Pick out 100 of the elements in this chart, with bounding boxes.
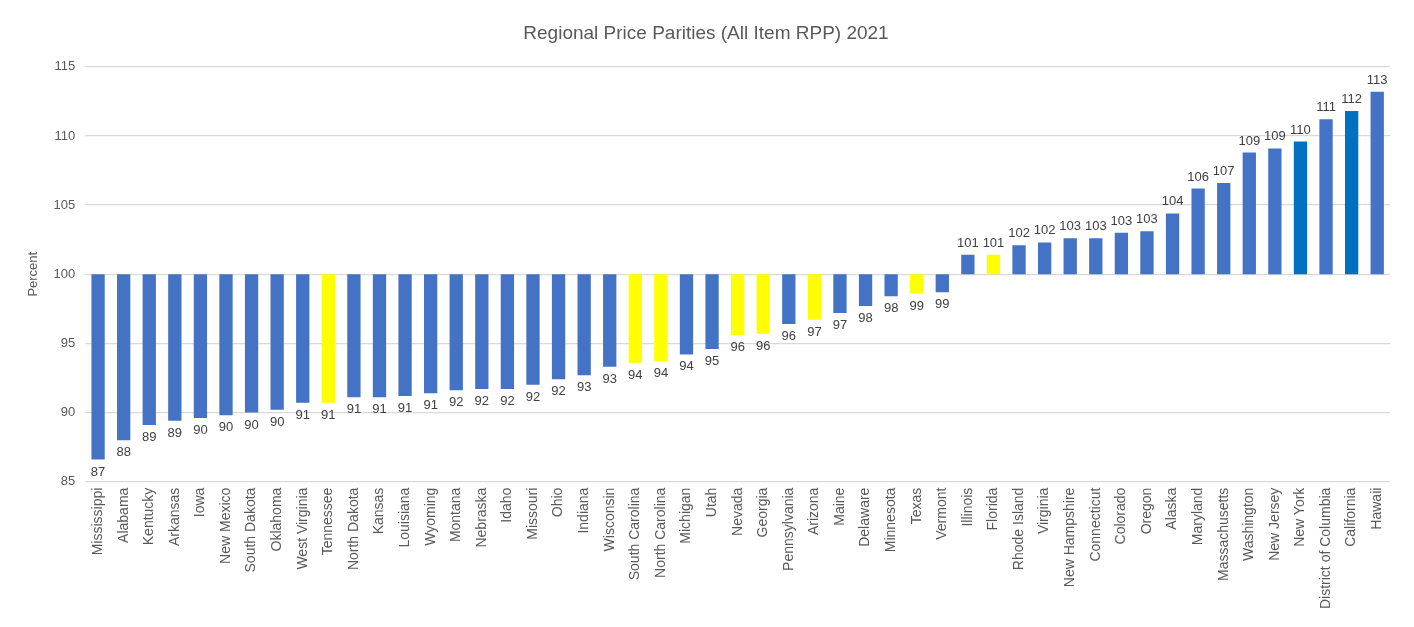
data-label: 103	[1084, 218, 1107, 234]
data-label: 88	[116, 444, 131, 460]
bar	[1217, 182, 1231, 275]
data-label: 92	[500, 393, 515, 409]
data-label: 91	[321, 406, 336, 422]
data-label: 99	[935, 296, 950, 312]
data-label: 90	[193, 422, 208, 438]
bar	[833, 274, 847, 313]
bar	[1191, 188, 1205, 275]
x-tick-label: Montana	[447, 487, 464, 543]
data-label: 87	[90, 463, 106, 479]
data-label: 92	[449, 394, 464, 410]
bar	[807, 274, 822, 320]
data-label: 101	[982, 234, 1005, 250]
x-tick-label: Massachusetts	[1214, 487, 1231, 582]
bar	[117, 274, 131, 441]
data-label: 91	[295, 406, 310, 422]
x-tick-label: North Carolina	[651, 487, 668, 578]
x-tick-label: Iowa	[191, 487, 208, 518]
data-label: 91	[346, 401, 362, 417]
bar	[1037, 242, 1052, 275]
data-label: 93	[576, 379, 592, 395]
y-tick-label: 95	[60, 334, 76, 350]
bar	[270, 274, 284, 410]
data-label: 109	[1238, 132, 1261, 148]
x-tick-label: Kansas	[370, 487, 387, 535]
bar	[347, 274, 361, 398]
data-label: 91	[372, 401, 387, 417]
x-tick-label: Washington	[1240, 487, 1257, 562]
bar	[679, 274, 694, 355]
bar	[730, 274, 745, 336]
x-tick-label: District of Columbia	[1316, 487, 1333, 610]
x-tick-label: Connecticut	[1086, 487, 1103, 562]
x-tick-label: Oklahoma	[268, 487, 285, 552]
data-label: 107	[1212, 163, 1235, 179]
data-label: 96	[781, 328, 797, 344]
x-tick-label: Louisiana	[395, 487, 412, 548]
data-label: 96	[755, 337, 771, 353]
data-label: 92	[525, 388, 541, 404]
x-tick-label: West Virginia	[293, 487, 310, 570]
data-label: 97	[807, 323, 822, 339]
x-tick-label: New Mexico	[216, 487, 233, 564]
bar	[1242, 152, 1256, 275]
bar	[551, 274, 566, 380]
bar	[296, 274, 310, 403]
x-tick-label: Alabama	[114, 487, 131, 543]
data-label: 102	[1033, 222, 1056, 238]
x-tick-label: Arizona	[805, 487, 822, 536]
data-label: 103	[1110, 212, 1133, 228]
data-label: 98	[883, 300, 899, 316]
bar	[858, 274, 873, 307]
y-axis-title: Percent	[25, 251, 41, 297]
bar	[1063, 238, 1077, 275]
data-label: 113	[1366, 71, 1388, 87]
x-tick-label: New Hampshire	[1061, 487, 1078, 588]
bar	[628, 274, 642, 363]
x-tick-label: Georgia	[754, 487, 771, 538]
bar	[449, 274, 463, 391]
x-tick-label: Arkansas	[165, 487, 182, 546]
bar	[756, 274, 770, 334]
data-label: 91	[423, 397, 438, 413]
data-label: 102	[1008, 225, 1030, 241]
data-label: 90	[269, 413, 285, 429]
data-label: 96	[730, 339, 745, 355]
data-label: 103	[1059, 218, 1082, 234]
bar	[1293, 141, 1308, 275]
bar	[321, 274, 335, 403]
y-tick-label: 105	[53, 196, 76, 212]
data-label: 110	[1290, 121, 1311, 137]
bar	[398, 274, 412, 396]
x-tick-label: Texas	[907, 487, 924, 525]
x-tick-label: Pennsylvania	[779, 487, 796, 571]
x-tick-label: Idaho	[498, 487, 515, 523]
bar	[705, 274, 719, 349]
y-tick-label: 115	[54, 58, 76, 74]
data-label: 94	[653, 365, 669, 381]
x-tick-label: Maine	[830, 487, 847, 526]
bar	[424, 274, 438, 394]
bar	[193, 274, 208, 419]
x-tick-label: New Jersey	[1265, 487, 1282, 561]
x-tick-label: South Carolina	[626, 487, 643, 581]
x-tick-label: Kentucky	[140, 487, 157, 546]
x-tick-label: California	[1342, 487, 1359, 547]
x-tick-label: Florida	[984, 487, 1001, 531]
x-tick-label: Michigan	[677, 487, 694, 544]
x-tick-label: Indiana	[575, 487, 592, 534]
bar	[1268, 148, 1282, 275]
bar	[142, 274, 156, 425]
x-tick-label: Nebraska	[472, 487, 489, 548]
x-tick-label: Minnesota	[882, 487, 898, 553]
x-tick-label: Nevada	[728, 487, 745, 536]
x-tick-label: Mississippi	[88, 487, 105, 556]
x-tick-label: Vermont	[933, 487, 950, 540]
bar	[1114, 232, 1129, 275]
x-tick-label: Oregon	[1137, 487, 1154, 535]
x-tick-label: Utah	[702, 487, 719, 518]
x-tick-label: Maryland	[1188, 487, 1205, 546]
x-tick-label: Delaware	[856, 487, 873, 547]
bar	[1319, 119, 1333, 275]
bar	[961, 254, 975, 275]
